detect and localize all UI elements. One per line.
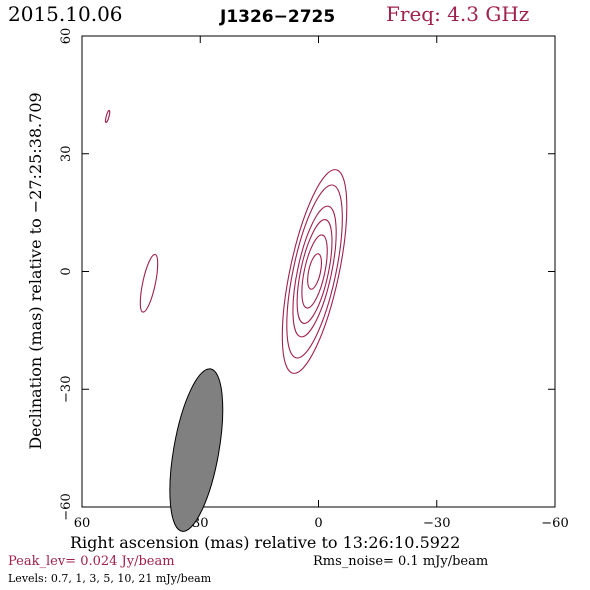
x-tick-label: 60 [74,516,91,531]
observation-date: 2015.10.06 [8,2,123,26]
y-tick-label: 60 [59,28,74,45]
contour-level-5 [296,219,333,324]
y-tick-label: −30 [59,376,74,403]
contour-level-10 [301,234,328,309]
contour-level-0.7 [139,253,159,313]
x-tick-label: −60 [541,516,568,531]
beam-ellipse [169,368,224,532]
frequency-label: Freq: 4.3 GHz [386,2,530,26]
y-axis-label: Declination (mas) relative to −27:25:38.… [26,92,45,449]
beam [169,368,224,532]
x-tick-label: 0 [314,516,322,531]
y-tick-label: 0 [59,267,74,275]
y-tick-label: 30 [59,145,74,162]
x-axis-label: Right ascension (mas) relative to 13:26:… [70,533,461,552]
contour-level-1 [286,184,343,359]
contour-level-0.7 [104,109,111,124]
plot-frame [81,35,556,508]
rms-noise: Rms_noise= 0.1 mJy/beam [313,554,489,569]
contour-levels: Levels: 0.7, 1, 3, 5, 10, 21 mJy/beam [8,572,212,585]
x-tick-label: −30 [423,516,450,531]
source-name: J1326−2725 [220,7,336,27]
y-tick-label: −60 [59,493,74,520]
contour-level-21 [307,253,323,290]
peak-level: Peak_lev= 0.024 Jy/beam [8,554,175,569]
contour-level-3 [292,205,337,338]
contour-level-0.7 [281,169,348,374]
contours [104,109,348,374]
